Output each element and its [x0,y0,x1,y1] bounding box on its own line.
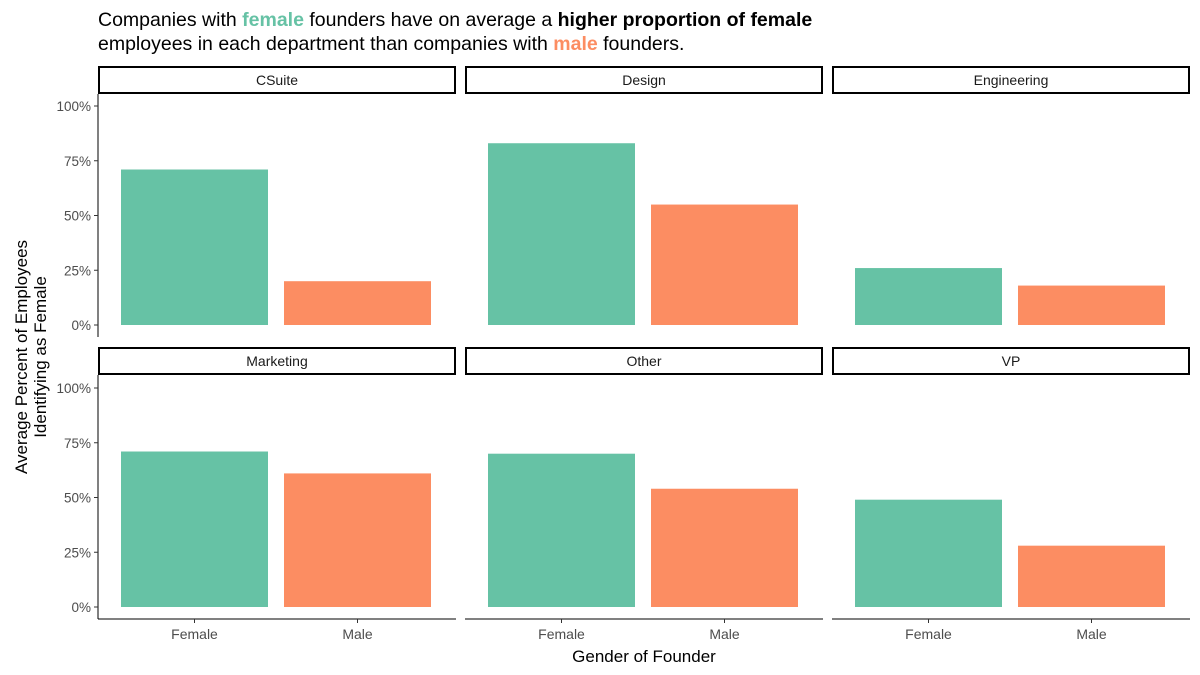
bar-engineering-male [1018,285,1165,325]
facet-label-design: Design [622,72,666,88]
title-male-word: male [553,33,598,55]
bar-vp-male [1018,545,1165,607]
x-tick-label: Male [342,626,373,642]
bar-marketing-female [121,451,268,607]
bar-design-female [488,143,635,325]
bar-vp-female [855,499,1002,607]
facet-strip-marketing [98,347,456,375]
bar-design-male [651,204,798,325]
chart-title: Companies with female founders have on a… [98,8,812,56]
title-text-4: founders. [597,33,685,55]
y-axis-title: Average Percent of EmployeesIdentifying … [12,240,50,474]
title-line-2: employees in each department than compan… [98,32,812,56]
x-tick-label: Male [1076,626,1107,642]
bar-other-male [651,488,798,607]
title-text-2: founders have on average a [303,9,558,31]
y-tick-label: 50% [64,209,91,224]
title-female-word: female [242,9,304,31]
bar-marketing-male [284,473,431,607]
title-text-1: Companies with [98,9,243,31]
y-tick-label: 75% [64,436,91,451]
facet-label-engineering: Engineering [974,72,1049,88]
y-tick-label: 100% [56,99,91,114]
facet-strip-design [465,66,823,94]
y-tick-label: 0% [71,600,91,615]
x-tick-label: Female [905,626,952,642]
y-axis-title-line: Identifying as Female [31,276,50,438]
x-tick-label: Male [709,626,740,642]
facet-strip-csuite [98,66,456,94]
bar-csuite-female [121,169,268,325]
title-line-1: Companies with female founders have on a… [98,8,812,32]
facet-strip-vp [832,347,1190,375]
bar-engineering-female [855,268,1002,325]
title-bold-phrase: higher proportion of female [557,9,813,31]
facet-strip-engineering [832,66,1190,94]
facet-strip-other [465,347,823,375]
facet-label-csuite: CSuite [256,72,298,88]
title-text-3: employees in each department than compan… [98,33,554,55]
facet-label-marketing: Marketing [246,353,307,369]
y-tick-label: 50% [64,491,91,506]
x-tick-label: Female [171,626,218,642]
y-tick-label: 75% [64,154,91,169]
y-axis-title-line: Average Percent of Employees [12,240,31,474]
y-tick-label: 25% [64,545,91,560]
bar-other-female [488,453,635,607]
x-tick-label: Female [538,626,585,642]
bar-csuite-male [284,281,431,325]
facet-label-vp: VP [1002,353,1021,369]
x-axis-title: Gender of Founder [572,647,716,666]
facet-label-other: Other [626,353,661,369]
y-tick-label: 100% [56,381,91,396]
y-tick-label: 25% [64,263,91,278]
y-tick-label: 0% [71,318,91,333]
